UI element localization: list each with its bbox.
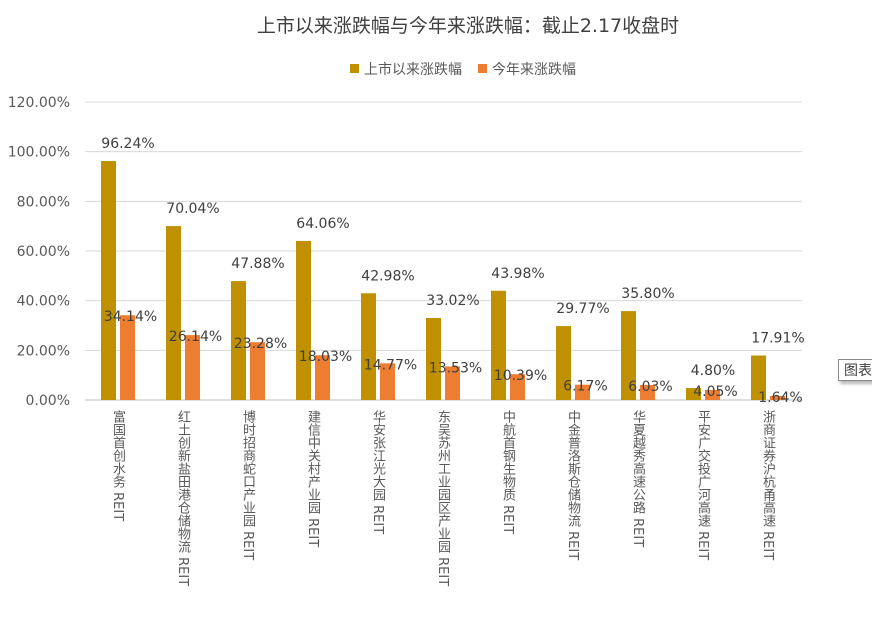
gridlines: 0.00% 20.00% 40.00% 60.00% 80.00% 100.00% 120.…: [8, 95, 802, 409]
chart-tooltip[interactable]: 图表: [838, 359, 872, 381]
bar-since-listing: [751, 355, 766, 400]
data-label: 17.91%: [751, 331, 804, 347]
bar-ytd: [250, 342, 265, 400]
data-label: 33.02%: [426, 293, 479, 309]
x-tick-label: 华夏越秀高速公路 REIT: [630, 410, 645, 548]
data-label: 18.03%: [299, 349, 352, 365]
bar-since-listing: [101, 161, 116, 400]
bar-since-listing: [686, 388, 701, 400]
data-label: 26.14%: [169, 329, 222, 345]
bar-ytd: [510, 374, 525, 400]
bar-since-listing: [426, 318, 441, 400]
x-tick-label: 博时招商蛇口产业园 REIT: [240, 410, 255, 561]
legend: 上市以来涨跌幅 今年来涨跌幅: [350, 61, 576, 78]
bar-ytd: [120, 315, 135, 400]
x-tick-label: 中航首钢生物质 REIT: [500, 410, 515, 535]
bar-since-listing: [556, 326, 571, 400]
bars: 96.24% 34.14% 70.04% 26.14% 47.88% 23.28% 64.0…: [101, 136, 805, 406]
x-tick-label: 浙商证券沪杭甬高速 REIT: [760, 410, 775, 561]
y-tick-label: 0.00%: [26, 393, 70, 409]
data-label: 13.53%: [429, 360, 482, 376]
data-label: 4.80%: [691, 363, 735, 379]
data-label: 47.88%: [231, 256, 284, 272]
data-label: 6.03%: [628, 379, 672, 395]
y-tick-label: 120.00%: [8, 95, 70, 111]
legend-label: 上市以来涨跌幅: [364, 61, 462, 78]
x-tick-label: 东吴苏州工业园区产业园 REIT: [435, 410, 450, 587]
x-tick-label: 红土创新盐田港仓储物流 REIT: [175, 410, 190, 587]
bar-since-listing: [166, 226, 181, 400]
bar-ytd: [705, 389, 720, 400]
x-tick-label: 平安广交投广河高速 REIT: [695, 410, 710, 561]
bar-ytd: [770, 395, 785, 400]
data-label: 64.06%: [296, 216, 349, 232]
data-label: 42.98%: [361, 268, 414, 284]
x-tick-label: 华安张江光大园 REIT: [370, 410, 385, 535]
y-tick-label: 40.00%: [17, 294, 70, 310]
bar-ytd: [380, 363, 395, 400]
bar-since-listing: [361, 293, 376, 400]
bar-ytd: [315, 355, 330, 400]
bar-since-listing: [231, 281, 246, 400]
bar-since-listing: [296, 240, 311, 400]
bar-since-listing: [491, 290, 506, 400]
x-tick-label: 富国首创水务 REIT: [110, 410, 125, 522]
y-tick-label: 20.00%: [17, 343, 70, 359]
legend-swatch: [350, 64, 359, 73]
data-label: 70.04%: [166, 201, 219, 217]
legend-label: 今年来涨跌幅: [492, 62, 576, 78]
y-tick-label: 60.00%: [17, 244, 70, 260]
x-tick-label: 建信中关村产业园 REIT: [305, 410, 320, 548]
bar-since-listing: [621, 311, 636, 400]
x-tick-label: 中金普洛斯仓储物流 REIT: [565, 410, 580, 561]
bar-ytd: [445, 366, 460, 400]
legend-swatch: [478, 64, 487, 73]
data-label: 1.64%: [758, 390, 802, 406]
y-tick-label: 80.00%: [17, 194, 70, 210]
data-label: 34.14%: [104, 309, 157, 325]
data-label: 4.05%: [693, 384, 737, 400]
data-label: 6.17%: [563, 379, 607, 395]
data-label: 23.28%: [234, 336, 287, 352]
chart-title: 上市以来涨跌幅与今年来涨跌幅：截止2.17收盘时: [257, 15, 679, 37]
bar-ytd: [185, 335, 200, 400]
data-label: 35.80%: [621, 286, 674, 302]
data-label: 14.77%: [364, 357, 417, 373]
data-label: 43.98%: [491, 266, 544, 282]
y-tick-label: 100.00%: [8, 145, 70, 161]
bar-ytd: [640, 385, 655, 400]
bar-ytd: [575, 384, 590, 400]
data-label: 10.39%: [494, 368, 547, 384]
data-label: 29.77%: [556, 301, 609, 317]
data-label: 96.24%: [101, 136, 154, 152]
